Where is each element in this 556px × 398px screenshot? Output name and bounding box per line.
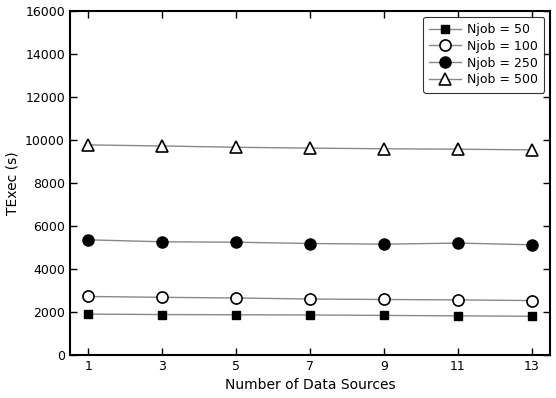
Njob = 250 [85,238,92,242]
Njob = 250 [455,241,461,246]
X-axis label: Number of Data Sources: Number of Data Sources [225,378,395,392]
Line: Njob = 100: Njob = 100 [83,291,538,306]
Njob = 50 [307,312,314,317]
Njob = 50 [381,313,388,318]
Njob = 50 [159,312,166,317]
Njob = 500 [85,142,92,147]
Line: Njob = 500: Njob = 500 [83,139,538,155]
Njob = 100 [233,296,240,300]
Njob = 500 [307,146,314,150]
Njob = 50 [85,312,92,316]
Njob = 100 [85,294,92,299]
Njob = 250 [381,242,388,246]
Njob = 100 [455,298,461,302]
Njob = 100 [381,297,388,302]
Njob = 500 [233,145,240,150]
Njob = 50 [233,312,240,317]
Njob = 100 [159,295,166,300]
Njob = 250 [159,239,166,244]
Njob = 100 [307,297,314,301]
Njob = 100 [529,298,535,303]
Line: Njob = 250: Njob = 250 [83,234,538,250]
Njob = 250 [529,242,535,247]
Njob = 250 [233,240,240,245]
Njob = 50 [455,314,461,318]
Njob = 500 [159,144,166,148]
Njob = 250 [307,241,314,246]
Legend: Njob = 50, Njob = 100, Njob = 250, Njob = 500: Njob = 50, Njob = 100, Njob = 250, Njob … [423,17,544,93]
Njob = 500 [381,146,388,151]
Line: Njob = 50: Njob = 50 [84,310,536,320]
Njob = 500 [529,148,535,152]
Y-axis label: TExec (s): TExec (s) [6,151,19,215]
Njob = 500 [455,147,461,152]
Njob = 50 [529,314,535,319]
